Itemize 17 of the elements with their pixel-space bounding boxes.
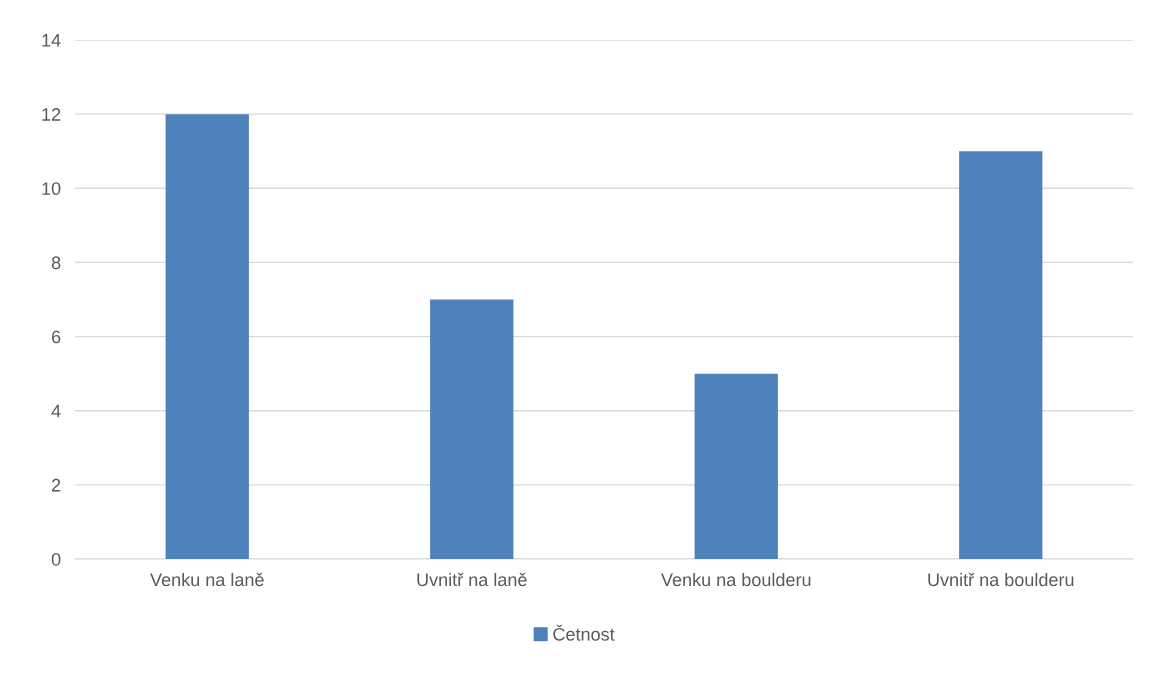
x-tick-label: Venku na boulderu <box>661 572 811 587</box>
y-tick-label: 14 <box>42 34 61 47</box>
bar <box>694 373 778 559</box>
bar <box>959 151 1043 559</box>
x-tick-label: Venku na laně <box>150 572 264 587</box>
y-tick-label: 4 <box>51 404 61 418</box>
y-tick-label: 12 <box>42 108 61 121</box>
y-tick-label: 8 <box>51 256 61 270</box>
y-tick-label: 0 <box>51 552 61 566</box>
x-tick-label: Uvnitř na boulderu <box>928 572 1074 587</box>
y-tick-label: 10 <box>42 182 61 196</box>
y-tick-label: 2 <box>51 478 61 492</box>
x-tick-label: Uvnitř na laně <box>417 572 527 587</box>
legend-label: Četnost <box>553 624 615 641</box>
bar <box>430 299 514 559</box>
y-tick-label: 6 <box>51 330 61 344</box>
bar <box>165 114 249 559</box>
